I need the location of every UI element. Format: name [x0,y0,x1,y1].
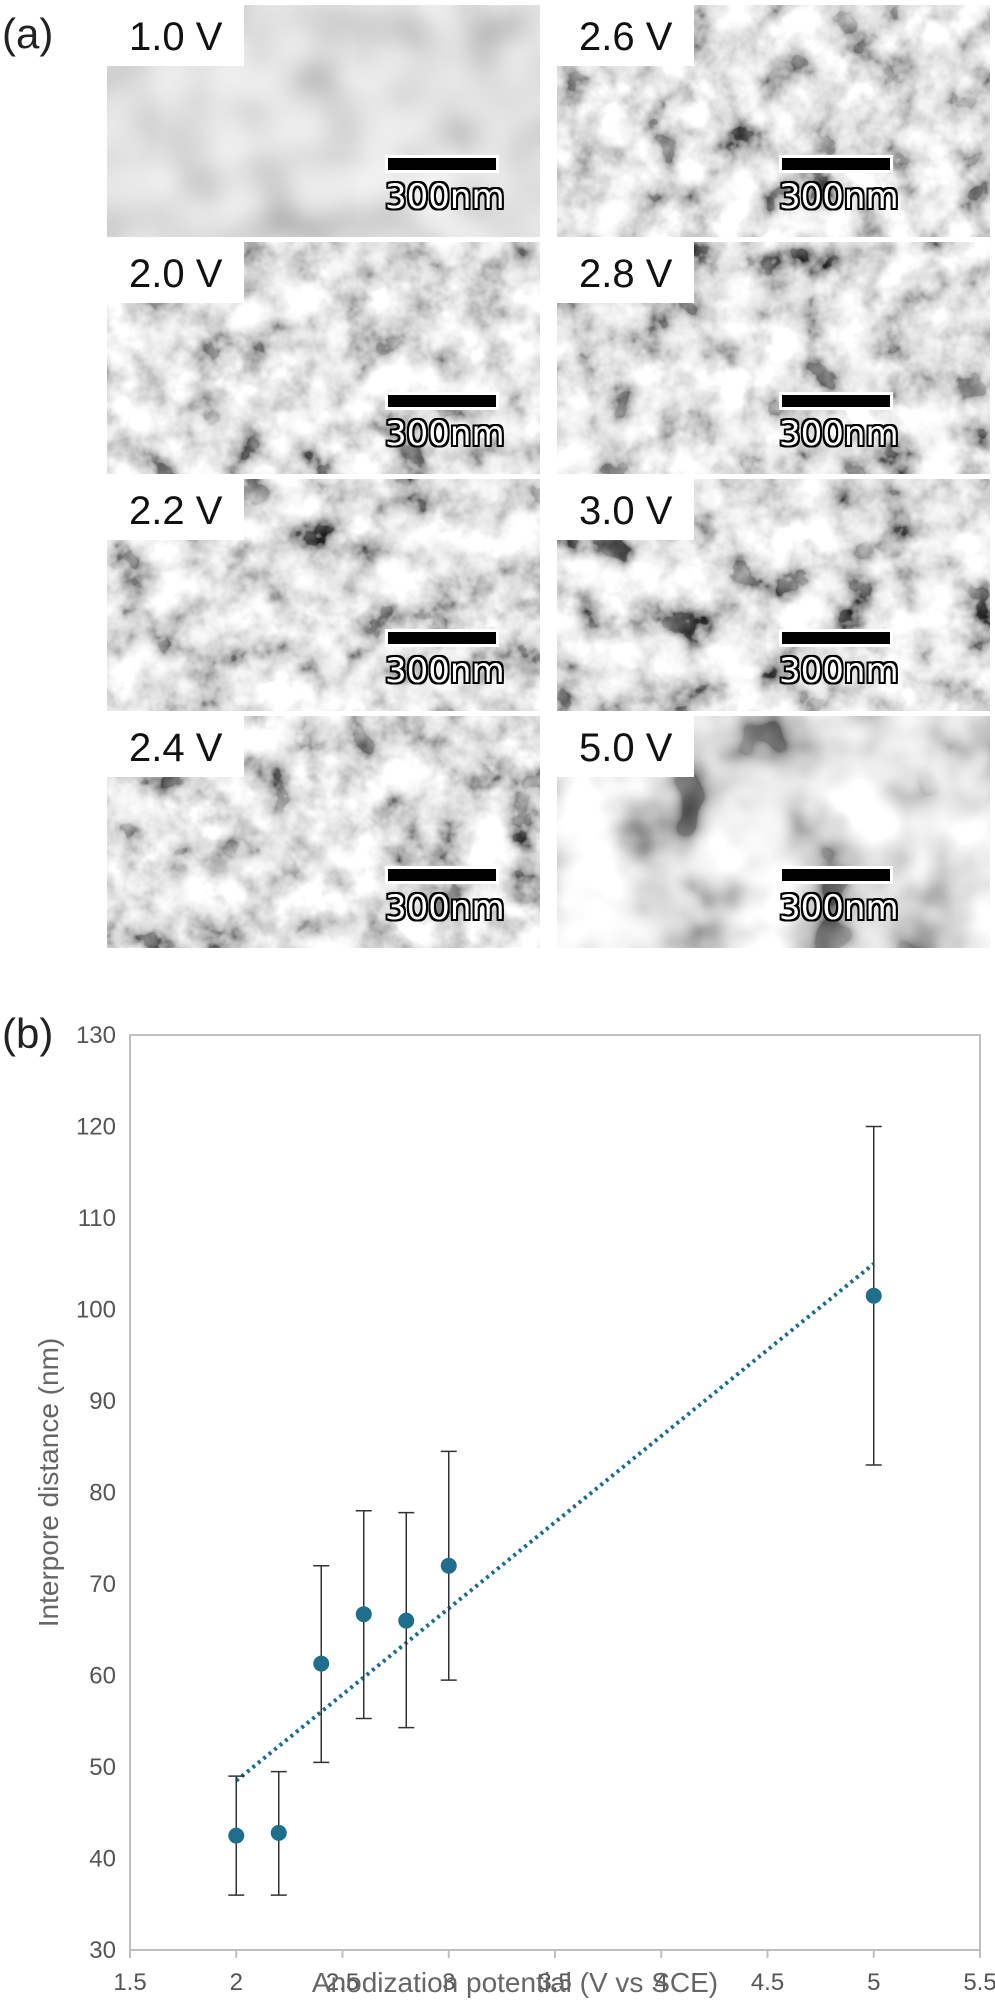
interpore-distance-chart: 30 40 50 60 70 80 90 100 110 120 130 1.5 2 2.5 3 3.5 4 4.… [33,1022,995,1998]
data-point [355,1606,372,1623]
y-tick-label: 120 [76,1114,116,1141]
data-point [313,1655,330,1672]
voltage-label: 2.0 V [107,242,245,303]
y-tick-label: 70 [89,1571,116,1598]
x-tick-label: 4.5 [751,1969,784,1996]
x-tick-label: 4 [655,1969,668,1996]
x-tick-label: 5 [867,1969,880,1996]
data-point [865,1287,882,1304]
scale-bar-label: 300nm [385,177,505,217]
voltage-label: 2.8 V [557,242,695,303]
scale-bar [385,629,499,647]
panel-a-label: (a) [2,10,54,57]
sem-micrograph: 5.0 V 300nm [557,716,990,948]
x-tick-label: 3.5 [538,1969,571,1996]
scale-bar [385,392,499,410]
scale-bar-label: 300nm [385,651,505,691]
scale-bar-label: 300nm [385,888,505,928]
trendline [234,1262,876,1783]
plot-frame [129,1034,981,1951]
x-tick-label: 5.5 [963,1969,995,1996]
x-tick-label: 2.5 [326,1969,359,1996]
voltage-label: 2.6 V [557,5,695,66]
scale-bar [779,629,893,647]
x-axis-label: Anodization potential (V vs SCE) [312,1967,718,1998]
y-tick-label: 90 [89,1388,116,1415]
y-axis-label: Interpore distance (nm) [33,1338,64,1627]
x-tick-label: 2 [230,1969,243,1996]
y-tick-label: 130 [76,1022,116,1049]
scale-bar-label: 300nm [385,414,505,454]
sem-micrograph: 1.0 V 300nm [107,5,540,237]
sem-micrograph: 2.6 V 300nm [557,5,990,237]
voltage-label: 3.0 V [557,479,695,540]
y-tick-label: 80 [89,1480,116,1507]
y-tick-label: 110 [78,1205,116,1232]
data-point [440,1557,457,1574]
data-point [398,1612,415,1629]
scale-bar [779,392,893,410]
y-tick-label: 40 [89,1846,116,1873]
scale-bar [385,866,499,884]
sem-micrograph: 2.8 V 300nm [557,242,990,474]
sem-micrograph: 2.2 V 300nm [107,479,540,711]
voltage-label: 2.2 V [107,479,245,540]
y-tick-label: 60 [89,1663,116,1690]
scale-bar-label: 300nm [779,651,899,691]
voltage-label: 5.0 V [557,716,695,777]
x-tick-label: 1.5 [113,1969,146,1996]
y-tick-label: 30 [89,1937,116,1964]
scale-bar-label: 300nm [779,177,899,217]
scale-bar [779,866,893,884]
sem-micrograph: 3.0 V 300nm [557,479,990,711]
panel-b-label: (b) [2,1010,54,1057]
scale-bar-label: 300nm [779,888,899,928]
scale-bar-label: 300nm [779,414,899,454]
x-tick-label: 3 [442,1969,455,1996]
sem-micrograph: 2.4 V 300nm [107,716,540,948]
scale-bar [385,155,499,173]
y-tick-label: 100 [76,1297,116,1324]
scale-bar [779,155,893,173]
data-point [270,1824,287,1841]
voltage-label: 2.4 V [107,716,245,777]
sem-micrograph: 2.0 V 300nm [107,242,540,474]
voltage-label: 1.0 V [107,5,245,66]
y-tick-label: 50 [89,1754,116,1781]
data-point [228,1827,245,1844]
